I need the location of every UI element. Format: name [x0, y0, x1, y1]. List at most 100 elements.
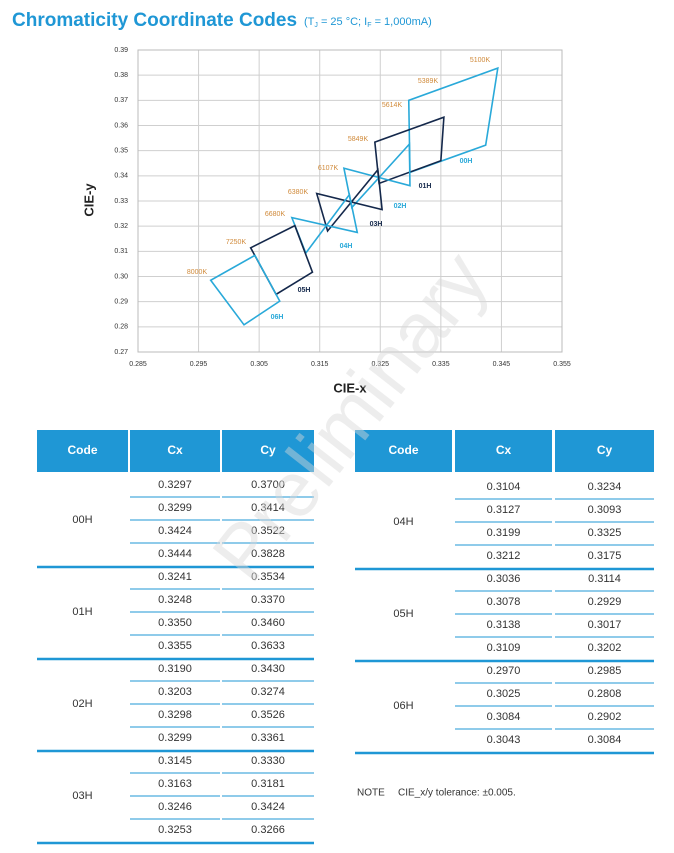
table-header-text: Code: [68, 443, 98, 457]
cct-label: 6380K: [288, 189, 309, 196]
value-cell: 0.2970: [487, 665, 521, 677]
cct-label: 6680K: [265, 211, 286, 218]
value-cell: 0.3241: [158, 571, 192, 583]
value-cell: 0.3246: [158, 801, 192, 813]
table-header-text: Cx: [167, 443, 183, 457]
value-cell: 0.3299: [158, 732, 192, 744]
x-tick-label: 0.285: [129, 361, 147, 368]
y-tick-label: 0.29: [114, 299, 128, 306]
value-cell: 0.3370: [251, 594, 285, 606]
table-header-cell: [222, 430, 314, 472]
value-cell: 0.3017: [588, 619, 622, 631]
y-tick-label: 0.32: [114, 223, 128, 230]
code-cell: 06H: [393, 700, 413, 712]
region-label: 02H: [394, 203, 407, 210]
title: Chromaticity Coordinate Codes: [12, 10, 297, 31]
table-header-cell: [455, 430, 552, 472]
value-cell: 0.3025: [487, 688, 521, 700]
value-cell: 0.3299: [158, 502, 192, 514]
y-tick-label: 0.39: [114, 47, 128, 54]
y-tick-label: 0.30: [114, 273, 128, 280]
value-cell: 0.3355: [158, 640, 192, 652]
x-tick-label: 0.305: [250, 361, 268, 368]
table-header-text: Cx: [496, 443, 512, 457]
region-label: 04H: [340, 243, 353, 250]
code-cell: 00H: [72, 514, 92, 526]
region-label: 01H: [419, 183, 432, 190]
value-cell: 0.3414: [251, 502, 285, 514]
y-tick-label: 0.38: [114, 72, 128, 79]
value-cell: 0.3253: [158, 824, 192, 836]
y-tick-label: 0.27: [114, 349, 128, 356]
value-cell: 0.3181: [251, 778, 285, 790]
value-cell: 0.3633: [251, 640, 285, 652]
y-axis-label: CIE-y: [81, 183, 96, 217]
cct-label: 5849K: [348, 136, 369, 143]
value-cell: 0.3350: [158, 617, 192, 629]
value-cell: 0.3460: [251, 617, 285, 629]
value-cell: 0.3424: [158, 525, 192, 537]
value-cell: 0.3036: [487, 573, 521, 585]
value-cell: 0.3526: [251, 709, 285, 721]
value-cell: 0.3127: [487, 504, 521, 516]
value-cell: 0.3109: [487, 642, 521, 654]
value-cell: 0.3444: [158, 548, 192, 560]
code-region: [249, 224, 314, 296]
code-cell: 01H: [72, 606, 92, 618]
table-header-text: Code: [389, 443, 419, 457]
cct-label: 5614K: [382, 102, 403, 109]
value-cell: 0.3114: [588, 573, 621, 585]
y-tick-label: 0.35: [114, 148, 128, 155]
region-label: 00H: [460, 158, 473, 165]
subtitle-part: = 25 °C; I: [318, 16, 367, 28]
x-tick-label: 0.325: [372, 361, 390, 368]
value-cell: 0.3248: [158, 594, 192, 606]
value-cell: 0.3266: [251, 824, 285, 836]
value-cell: 0.2902: [588, 711, 622, 723]
value-cell: 0.3138: [487, 619, 521, 631]
table-header-cell: [555, 430, 654, 472]
plot-border: [137, 49, 563, 353]
y-tick-label: 0.36: [114, 122, 128, 129]
table-header-cell: [130, 430, 220, 472]
note-label: NOTE: [357, 788, 385, 799]
subtitle-part: = 1,000mA): [372, 16, 432, 28]
region-label: 05H: [298, 287, 311, 294]
value-cell: 0.3084: [588, 734, 622, 746]
code-cell: 03H: [72, 790, 92, 802]
value-cell: 0.3199: [487, 527, 521, 539]
code-cell: 02H: [72, 698, 92, 710]
y-tick-label: 0.37: [114, 97, 128, 104]
x-tick-label: 0.335: [432, 361, 450, 368]
cct-label: 8000K: [187, 269, 208, 276]
value-cell: 0.3190: [158, 663, 192, 675]
x-tick-label: 0.355: [553, 361, 571, 368]
value-cell: 0.3424: [251, 801, 285, 813]
value-cell: 0.3043: [487, 734, 521, 746]
subscript: F: [367, 22, 371, 29]
note-text: CIE_x/y tolerance: ±0.005.: [398, 788, 516, 799]
value-cell: 0.3203: [158, 686, 192, 698]
value-cell: 0.3700: [251, 479, 285, 491]
value-cell: 0.3093: [588, 504, 622, 516]
value-cell: 0.3534: [251, 571, 285, 583]
x-axis-label: CIE-x: [333, 380, 367, 395]
value-cell: 0.3175: [588, 550, 622, 562]
subtitle: (TJ = 25 °C; IF = 1,000mA): [304, 16, 432, 29]
value-cell: 0.3297: [158, 479, 192, 491]
y-tick-label: 0.34: [114, 173, 128, 180]
value-cell: 0.3298: [158, 709, 192, 721]
x-tick-label: 0.295: [190, 361, 208, 368]
table-header-cell: [355, 430, 452, 472]
table-header-text: Cy: [597, 443, 613, 457]
value-cell: 0.3274: [251, 686, 285, 698]
value-cell: 0.3361: [251, 732, 285, 744]
value-cell: 0.3163: [158, 778, 192, 790]
value-cell: 0.3084: [487, 711, 521, 723]
value-cell: 0.2929: [588, 596, 622, 608]
value-cell: 0.3104: [487, 481, 521, 493]
y-tick-label: 0.28: [114, 324, 128, 331]
watermark: Preliminary: [195, 235, 505, 597]
value-cell: 0.3430: [251, 663, 285, 675]
value-cell: 0.3212: [487, 550, 521, 562]
